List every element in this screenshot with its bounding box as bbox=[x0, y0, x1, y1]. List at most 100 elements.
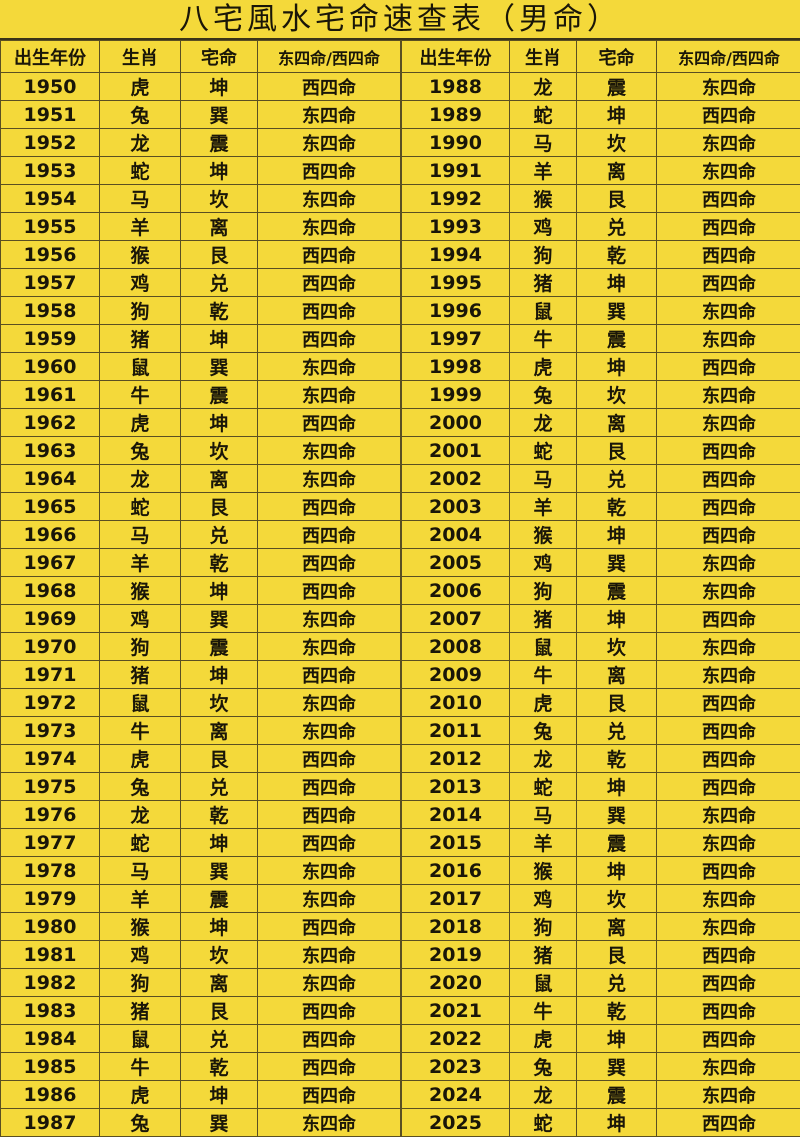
cell-birth-year: 1973 bbox=[1, 717, 100, 745]
cell-group: 西四命 bbox=[258, 409, 401, 437]
cell-zodiac: 牛 bbox=[100, 1053, 181, 1081]
cell-birth-year: 1956 bbox=[1, 241, 100, 269]
cell-zodiac: 鸡 bbox=[100, 941, 181, 969]
cell-zodiac: 虎 bbox=[100, 745, 181, 773]
cell-zodiac: 虎 bbox=[510, 353, 577, 381]
cell-group: 东四命 bbox=[258, 717, 401, 745]
cell-group: 西四命 bbox=[657, 241, 800, 269]
cell-birth-year: 1951 bbox=[1, 101, 100, 129]
header-zodiac: 生肖 bbox=[100, 41, 181, 73]
cell-birth-year: 2004 bbox=[402, 521, 510, 549]
cell-house-gua: 坎 bbox=[577, 381, 657, 409]
cell-group: 西四命 bbox=[258, 661, 401, 689]
cell-house-gua: 巽 bbox=[181, 857, 258, 885]
cell-group: 西四命 bbox=[657, 745, 800, 773]
cell-birth-year: 1985 bbox=[1, 1053, 100, 1081]
cell-birth-year: 1992 bbox=[402, 185, 510, 213]
header-house-gua: 宅命 bbox=[181, 41, 258, 73]
cell-group: 东四命 bbox=[258, 941, 401, 969]
cell-group: 西四命 bbox=[258, 157, 401, 185]
cell-birth-year: 2009 bbox=[402, 661, 510, 689]
cell-birth-year: 1965 bbox=[1, 493, 100, 521]
cell-zodiac: 马 bbox=[510, 801, 577, 829]
cell-zodiac: 鸡 bbox=[100, 605, 181, 633]
cell-house-gua: 离 bbox=[181, 465, 258, 493]
cell-zodiac: 龙 bbox=[510, 73, 577, 101]
cell-group: 西四命 bbox=[657, 269, 800, 297]
cell-house-gua: 坎 bbox=[181, 437, 258, 465]
cell-group: 东四命 bbox=[657, 829, 800, 857]
cell-house-gua: 坤 bbox=[577, 353, 657, 381]
cell-house-gua: 震 bbox=[577, 577, 657, 605]
cell-zodiac: 鼠 bbox=[100, 1025, 181, 1053]
cell-zodiac: 龙 bbox=[100, 465, 181, 493]
cell-group: 东四命 bbox=[657, 129, 800, 157]
cell-group: 东四命 bbox=[258, 185, 401, 213]
cell-house-gua: 震 bbox=[181, 885, 258, 913]
cell-zodiac: 兔 bbox=[100, 101, 181, 129]
cell-house-gua: 巽 bbox=[577, 297, 657, 325]
cell-zodiac: 猴 bbox=[100, 577, 181, 605]
cell-birth-year: 1981 bbox=[1, 941, 100, 969]
cell-zodiac: 龙 bbox=[100, 801, 181, 829]
cell-house-gua: 离 bbox=[577, 409, 657, 437]
cell-house-gua: 离 bbox=[577, 661, 657, 689]
cell-birth-year: 1997 bbox=[402, 325, 510, 353]
cell-house-gua: 坤 bbox=[181, 157, 258, 185]
cell-group: 东四命 bbox=[258, 129, 401, 157]
cell-birth-year: 1962 bbox=[1, 409, 100, 437]
cell-group: 东四命 bbox=[258, 101, 401, 129]
cell-birth-year: 2023 bbox=[402, 1053, 510, 1081]
cell-group: 东四命 bbox=[657, 409, 800, 437]
cell-birth-year: 1950 bbox=[1, 73, 100, 101]
cell-birth-year: 1970 bbox=[1, 633, 100, 661]
cell-zodiac: 马 bbox=[510, 465, 577, 493]
cell-zodiac: 羊 bbox=[510, 493, 577, 521]
cell-birth-year: 1963 bbox=[1, 437, 100, 465]
cell-house-gua: 艮 bbox=[577, 689, 657, 717]
cell-birth-year: 2008 bbox=[402, 633, 510, 661]
cell-group: 西四命 bbox=[657, 941, 800, 969]
cell-group: 西四命 bbox=[258, 325, 401, 353]
cell-group: 西四命 bbox=[657, 465, 800, 493]
cell-zodiac: 兔 bbox=[100, 437, 181, 465]
cell-house-gua: 兑 bbox=[181, 773, 258, 801]
cell-group: 西四命 bbox=[657, 437, 800, 465]
cell-birth-year: 2016 bbox=[402, 857, 510, 885]
cell-birth-year: 1982 bbox=[1, 969, 100, 997]
cell-group: 东四命 bbox=[657, 157, 800, 185]
cell-birth-year: 2002 bbox=[402, 465, 510, 493]
cell-house-gua: 震 bbox=[577, 829, 657, 857]
cell-group: 西四命 bbox=[258, 73, 401, 101]
cell-group: 西四命 bbox=[258, 1081, 401, 1109]
cell-house-gua: 坤 bbox=[181, 1081, 258, 1109]
cell-birth-year: 1953 bbox=[1, 157, 100, 185]
cell-birth-year: 2019 bbox=[402, 941, 510, 969]
cell-zodiac: 猪 bbox=[100, 997, 181, 1025]
cell-zodiac: 鸡 bbox=[100, 269, 181, 297]
cell-zodiac: 牛 bbox=[510, 661, 577, 689]
